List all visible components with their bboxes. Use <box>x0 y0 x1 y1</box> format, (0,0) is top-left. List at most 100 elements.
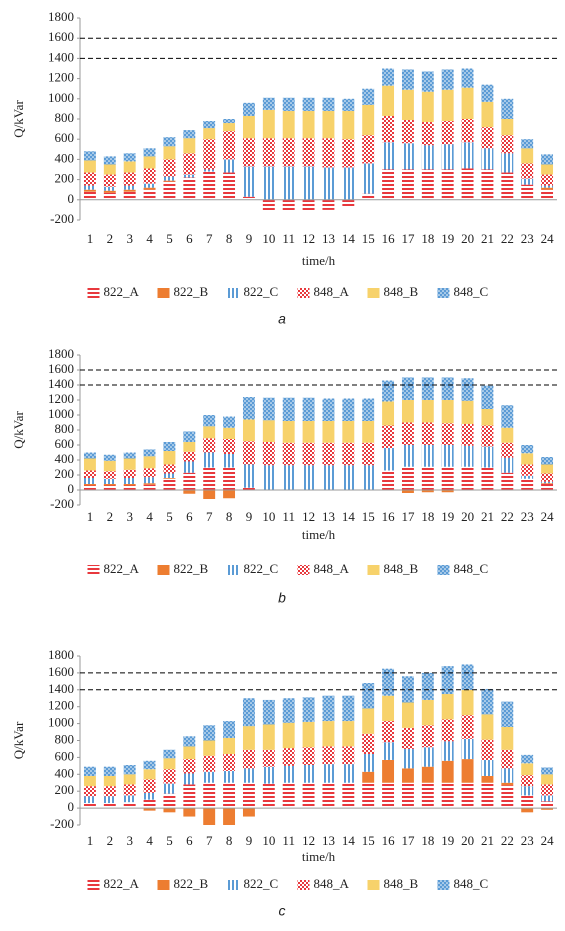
bar-segment <box>401 768 414 783</box>
bar-segment <box>362 163 375 194</box>
bar-segment <box>183 808 196 817</box>
bar-segment <box>401 143 414 170</box>
bar-segment <box>541 774 554 785</box>
bar-segment <box>421 699 434 726</box>
y-axis-label: Q/kVar <box>11 721 26 759</box>
bar-segment <box>203 771 216 783</box>
bar-segment <box>163 159 176 177</box>
legend-label: 848_A <box>314 284 350 299</box>
x-tick-label: 3 <box>126 231 133 246</box>
bar-segment <box>362 88 375 105</box>
bar-segment <box>401 466 414 490</box>
bar-segment <box>143 483 156 485</box>
y-tick-label: 0 <box>68 799 75 814</box>
bar-segment <box>421 747 434 767</box>
legend-swatch <box>157 288 170 298</box>
bar-segment <box>302 490 315 492</box>
bar-segment <box>103 190 116 193</box>
bar-segment <box>441 694 454 720</box>
bar-segment <box>322 695 335 722</box>
bar-segment <box>481 425 494 447</box>
bar-segment <box>501 135 514 154</box>
bar-segment <box>262 166 275 200</box>
bar-segment <box>282 698 295 723</box>
bar-segment <box>521 786 534 796</box>
bar-segment <box>441 400 454 424</box>
x-tick-label: 19 <box>441 509 454 524</box>
bar-segment <box>163 137 176 147</box>
bar-segment <box>401 422 414 445</box>
bar-segment <box>302 782 315 809</box>
x-tick-label: 23 <box>521 833 534 848</box>
legend-swatch <box>367 880 380 890</box>
x-axis-label: time/h <box>302 527 336 542</box>
bar-segment <box>183 442 196 452</box>
bar-segment <box>421 672 434 700</box>
bar-segment <box>262 724 275 750</box>
bar-segment <box>163 180 176 182</box>
bar-segment <box>362 771 375 783</box>
bar-segment <box>521 464 534 476</box>
bar-segment <box>461 119 474 143</box>
x-tick-label: 10 <box>262 509 275 524</box>
legend-label: 822_C <box>244 876 279 891</box>
bar-segment <box>302 97 315 111</box>
bar-segment <box>362 421 375 443</box>
bar-segment <box>143 779 156 793</box>
bar-segment <box>481 409 494 426</box>
bar-segment <box>282 138 295 167</box>
bar-segment <box>521 763 534 776</box>
x-tick-label: 7 <box>206 231 213 246</box>
bar-segment <box>382 169 395 200</box>
bar-segment <box>183 138 196 154</box>
bar-segment <box>163 478 176 479</box>
y-tick-label: 800 <box>55 110 75 125</box>
x-tick-label: 17 <box>401 231 415 246</box>
bar-segment <box>83 160 96 173</box>
bar-segment <box>382 115 395 143</box>
bar-segment <box>163 758 176 770</box>
bar-segment <box>401 445 414 467</box>
bar-segment <box>421 122 434 146</box>
bar-segment <box>501 119 514 136</box>
bar-segment <box>421 490 434 493</box>
bar-segment <box>203 725 216 741</box>
bar-segment <box>282 465 295 490</box>
bar-segment <box>441 445 454 467</box>
bar-segment <box>322 782 335 809</box>
bar-segment <box>103 164 116 175</box>
bar-segment <box>461 87 474 119</box>
bar-segment <box>342 465 355 490</box>
bar-segment <box>322 442 335 466</box>
bar-segment <box>83 796 96 804</box>
legend-swatch <box>437 288 450 298</box>
bar-segment <box>481 759 494 776</box>
bar-segment <box>382 695 395 722</box>
x-tick-label: 5 <box>166 509 173 524</box>
bar-segment <box>163 473 176 478</box>
bar-segment <box>362 398 375 421</box>
bar-segment <box>302 465 315 490</box>
bar-segment <box>461 664 474 690</box>
bar-segment <box>302 747 315 766</box>
bar-segment <box>183 773 196 785</box>
bar-segment <box>481 169 494 200</box>
bar-segment <box>401 69 414 90</box>
bar-segment <box>481 446 494 468</box>
bar-segment <box>362 782 375 809</box>
legend-swatch <box>157 565 170 575</box>
x-tick-label: 7 <box>206 509 213 524</box>
bar-segment <box>123 485 136 490</box>
bar-segment <box>83 485 96 490</box>
bar-segment <box>103 485 116 490</box>
y-tick-label: 1800 <box>48 647 74 662</box>
y-tick-label: 0 <box>68 481 75 496</box>
y-tick-label: 1800 <box>48 346 74 361</box>
bar-segment <box>223 782 236 809</box>
bar-segment <box>83 151 96 161</box>
x-tick-label: 20 <box>461 231 474 246</box>
bar-segment <box>461 424 474 446</box>
bar-segment <box>203 755 216 772</box>
x-tick-label: 23 <box>521 509 534 524</box>
bar-segment <box>83 452 96 459</box>
